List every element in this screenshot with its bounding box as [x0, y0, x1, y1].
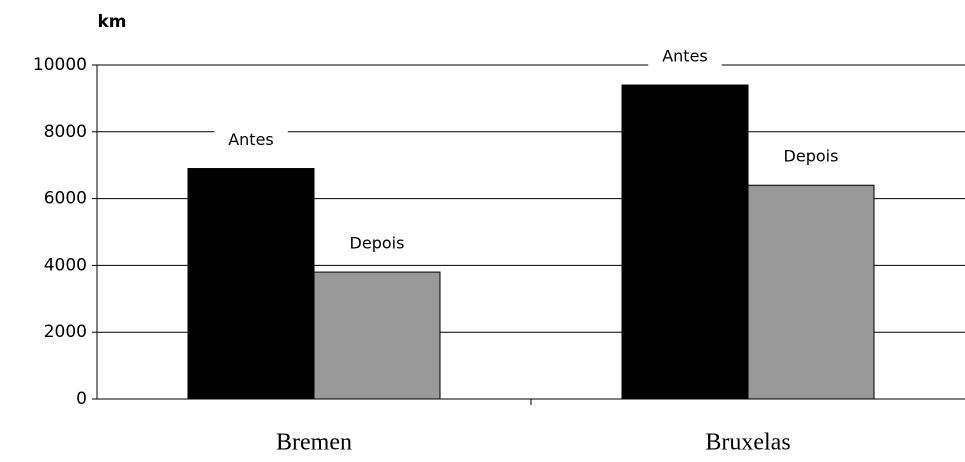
bar	[313, 271, 441, 400]
label-background	[769, 146, 853, 166]
data-label: Antes	[228, 130, 274, 149]
x-tick-label: Bremen	[276, 430, 352, 456]
y-tick-label: 6000	[44, 189, 87, 209]
y-tick-label: 10000	[33, 55, 87, 75]
bar	[621, 84, 749, 400]
bar	[747, 184, 875, 400]
data-label: Depois	[784, 147, 839, 166]
y-tick-label: 8000	[44, 122, 87, 142]
data-label: Depois	[350, 234, 405, 253]
y-tick-label: 0	[76, 389, 87, 409]
label-background	[214, 130, 288, 150]
bar	[187, 168, 315, 400]
label-background	[648, 46, 722, 66]
y-axis-label: km	[97, 12, 126, 32]
y-tick-label: 4000	[44, 255, 87, 275]
y-tick-label: 2000	[44, 322, 87, 342]
label-background	[335, 233, 419, 253]
data-label: Antes	[662, 47, 708, 66]
x-tick-label: Bruxelas	[705, 430, 790, 456]
